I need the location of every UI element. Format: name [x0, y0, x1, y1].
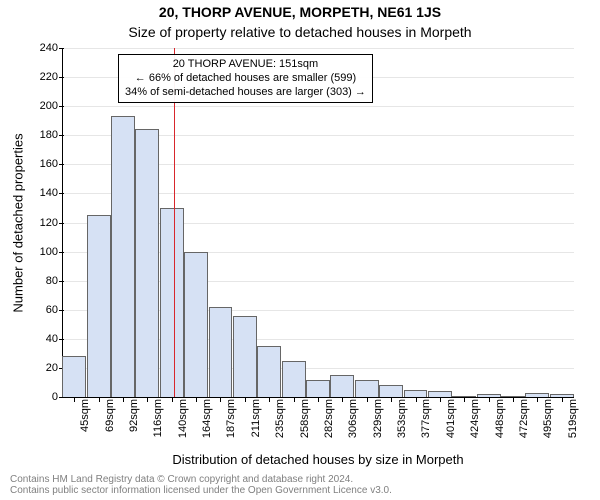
x-tick-label: 282sqm — [323, 399, 335, 449]
bar — [160, 208, 184, 397]
x-tick-label: 424sqm — [469, 399, 481, 449]
x-tick-mark — [294, 397, 295, 402]
x-tick-label: 164sqm — [201, 399, 213, 449]
x-axis-label: Distribution of detached houses by size … — [62, 452, 574, 467]
bar — [404, 390, 428, 397]
x-tick-mark — [562, 397, 563, 402]
x-tick-mark — [440, 397, 441, 402]
x-tick-mark — [123, 397, 124, 402]
y-tick-label: 240 — [18, 42, 58, 54]
x-tick-mark — [99, 397, 100, 402]
y-tick-label: 160 — [18, 158, 58, 170]
y-tick-label: 220 — [18, 71, 58, 83]
x-tick-mark — [318, 397, 319, 402]
x-tick-mark — [74, 397, 75, 402]
x-tick-mark — [172, 397, 173, 402]
footer-attribution: Contains HM Land Registry data © Crown c… — [10, 474, 392, 496]
annotation-line-1: 20 THORP AVENUE: 151sqm — [125, 58, 366, 72]
x-tick-label: 519sqm — [567, 399, 579, 449]
x-tick-label: 211sqm — [250, 399, 262, 449]
title-line-2: Size of property relative to detached ho… — [0, 24, 600, 40]
x-tick-label: 448sqm — [494, 399, 506, 449]
x-tick-label: 495sqm — [542, 399, 554, 449]
bar — [330, 375, 354, 397]
x-tick-label: 472sqm — [518, 399, 530, 449]
x-tick-label: 258sqm — [299, 399, 311, 449]
bar — [257, 346, 281, 397]
annotation-box: 20 THORP AVENUE: 151sqm ← 66% of detache… — [118, 54, 373, 103]
x-tick-mark — [464, 397, 465, 402]
x-tick-mark — [342, 397, 343, 402]
y-tick-label: 100 — [18, 246, 58, 258]
y-tick-label: 20 — [18, 362, 58, 374]
x-tick-mark — [537, 397, 538, 402]
x-tick-mark — [391, 397, 392, 402]
bar — [184, 252, 208, 397]
x-tick-label: 69sqm — [104, 399, 116, 449]
x-tick-mark — [489, 397, 490, 402]
y-tick-label: 0 — [18, 391, 58, 403]
x-tick-label: 401sqm — [445, 399, 457, 449]
y-tick-label: 40 — [18, 333, 58, 345]
annotation-line-2: ← 66% of detached houses are smaller (59… — [125, 72, 366, 86]
y-tick-label: 140 — [18, 187, 58, 199]
bar — [87, 215, 111, 397]
x-tick-label: 140sqm — [177, 399, 189, 449]
figure: 20, THORP AVENUE, MORPETH, NE61 1JS Size… — [0, 0, 600, 500]
y-tick-label: 60 — [18, 304, 58, 316]
bar — [306, 380, 330, 397]
x-tick-label: 92sqm — [128, 399, 140, 449]
x-tick-mark — [220, 397, 221, 402]
x-tick-mark — [147, 397, 148, 402]
y-tick-label: 80 — [18, 275, 58, 287]
bar — [62, 356, 86, 397]
bar — [282, 361, 306, 397]
bar — [111, 116, 135, 397]
x-tick-mark — [416, 397, 417, 402]
x-tick-mark — [269, 397, 270, 402]
x-tick-label: 116sqm — [152, 399, 164, 449]
x-tick-label: 235sqm — [274, 399, 286, 449]
y-tick-label: 200 — [18, 100, 58, 112]
title-line-1: 20, THORP AVENUE, MORPETH, NE61 1JS — [0, 4, 600, 20]
x-tick-label: 45sqm — [79, 399, 91, 449]
x-tick-mark — [513, 397, 514, 402]
bar — [135, 129, 159, 397]
x-tick-label: 306sqm — [347, 399, 359, 449]
annotation-line-3: 34% of semi-detached houses are larger (… — [125, 86, 366, 100]
x-tick-label: 353sqm — [396, 399, 408, 449]
bar — [355, 380, 379, 397]
y-tick-label: 180 — [18, 129, 58, 141]
x-tick-mark — [367, 397, 368, 402]
x-tick-label: 187sqm — [225, 399, 237, 449]
bar — [233, 316, 257, 397]
x-tick-label: 377sqm — [420, 399, 432, 449]
bar — [379, 385, 403, 397]
y-tick-label: 120 — [18, 217, 58, 229]
x-tick-mark — [245, 397, 246, 402]
chart-area: 020406080100120140160180200220240 45sqm6… — [62, 48, 574, 398]
x-tick-mark — [196, 397, 197, 402]
bar — [209, 307, 233, 397]
x-tick-label: 329sqm — [372, 399, 384, 449]
